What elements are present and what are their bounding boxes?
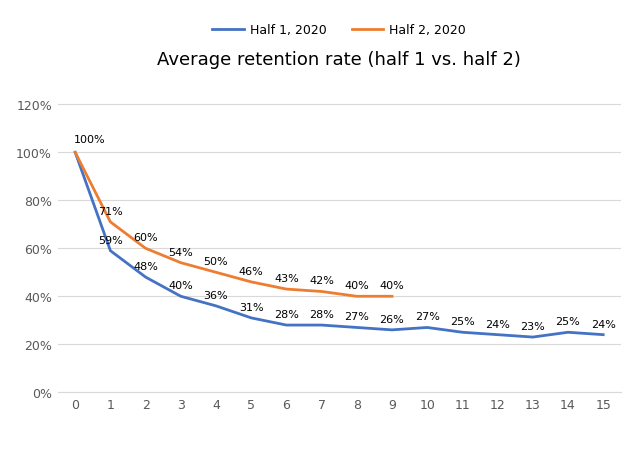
Text: 42%: 42% xyxy=(309,276,334,286)
Text: 28%: 28% xyxy=(309,309,334,319)
Text: 25%: 25% xyxy=(450,317,475,327)
Text: 28%: 28% xyxy=(274,309,299,319)
Text: 50%: 50% xyxy=(204,257,228,267)
Text: 54%: 54% xyxy=(168,247,193,257)
Text: 100%: 100% xyxy=(74,135,105,145)
Text: 71%: 71% xyxy=(98,207,123,216)
Legend: Half 1, 2020, Half 2, 2020: Half 1, 2020, Half 2, 2020 xyxy=(207,19,471,42)
Text: 26%: 26% xyxy=(380,314,404,324)
Text: 60%: 60% xyxy=(133,233,158,243)
Text: 40%: 40% xyxy=(168,281,193,290)
Text: 46%: 46% xyxy=(239,266,264,276)
Text: 36%: 36% xyxy=(204,290,228,300)
Text: 24%: 24% xyxy=(485,319,510,329)
Title: Average retention rate (half 1 vs. half 2): Average retention rate (half 1 vs. half … xyxy=(157,51,521,69)
Text: 40%: 40% xyxy=(380,281,404,290)
Text: 43%: 43% xyxy=(274,273,299,284)
Text: 48%: 48% xyxy=(133,262,158,272)
Text: 27%: 27% xyxy=(415,312,440,322)
Text: 31%: 31% xyxy=(239,302,264,312)
Text: 59%: 59% xyxy=(98,235,123,245)
Text: 24%: 24% xyxy=(591,319,616,329)
Text: 25%: 25% xyxy=(556,317,580,327)
Text: 27%: 27% xyxy=(344,312,369,322)
Text: 40%: 40% xyxy=(344,281,369,290)
Text: 23%: 23% xyxy=(520,322,545,331)
